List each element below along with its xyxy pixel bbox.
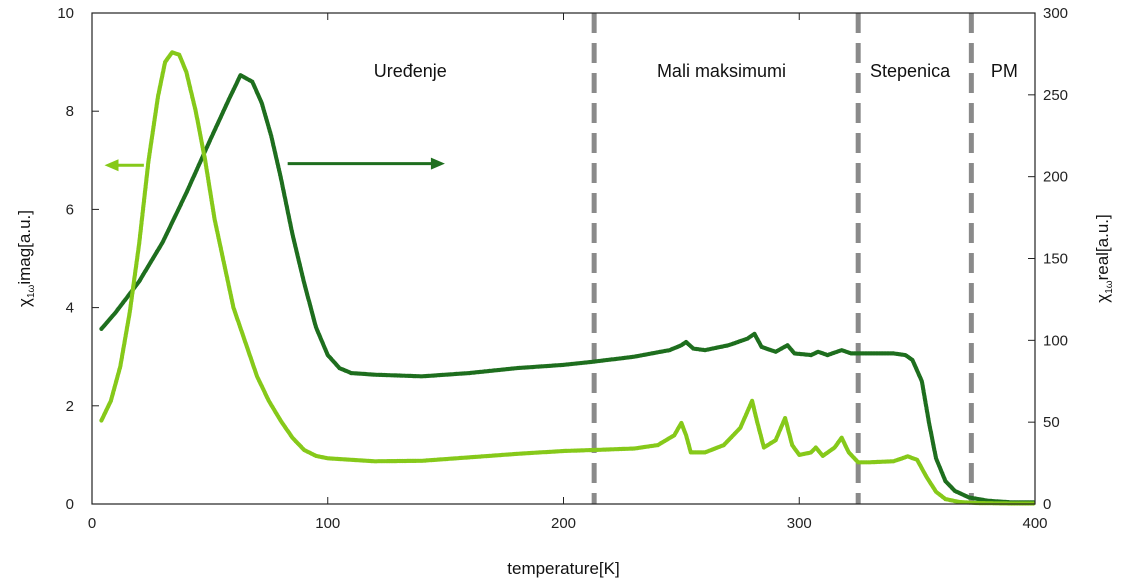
y-right-tick-label-0: 0 — [1043, 496, 1051, 513]
x-tick-label-100: 100 — [315, 515, 340, 532]
y-left-chi: χ — [15, 298, 34, 307]
x-axis-title: temperature[K] — [507, 559, 619, 578]
y-left-tick-label-4: 4 — [66, 300, 74, 317]
region-label-1: Mali maksimumi — [657, 61, 786, 81]
y-right-tick-label-200: 200 — [1043, 169, 1068, 186]
arrow-real-head — [431, 158, 445, 170]
x-tick-label-400: 400 — [1022, 515, 1047, 532]
x-tick-label-300: 300 — [787, 515, 812, 532]
series-imag — [99, 50, 1035, 505]
y-right-rest: real[a.u.] — [1093, 214, 1112, 280]
y-right-tick-label-100: 100 — [1043, 332, 1068, 349]
y-right-tick-label-50: 50 — [1043, 414, 1060, 431]
y-right-sub: 1ω — [1104, 280, 1115, 294]
series-real — [99, 73, 1035, 504]
x-tick-label-0: 0 — [88, 515, 96, 532]
y-right-tick-label-150: 150 — [1043, 251, 1068, 268]
y-left-tick-label-0: 0 — [66, 496, 74, 513]
y-left-tick-label-10: 10 — [57, 5, 74, 22]
arrow-imag-head — [105, 159, 119, 171]
region-label-3: PM — [991, 61, 1018, 81]
y-right-chi: χ — [1093, 294, 1112, 303]
y-left-rest: imag[a.u.] — [15, 210, 34, 285]
y-left-tick-label-6: 6 — [66, 201, 74, 218]
region-label-2: Stepenica — [870, 61, 951, 81]
regions-layer: Uređenje Mali maksimumi Stepenica PM — [374, 13, 1018, 504]
series-layer — [99, 50, 1035, 505]
y-left-tick-label-8: 8 — [66, 103, 74, 120]
y-left-tick-label-2: 2 — [66, 398, 74, 415]
y-right-tick-label-300: 300 — [1043, 5, 1068, 22]
y-axis-right-title: χ1ωreal[a.u.] — [1093, 214, 1115, 302]
y-right-tick-label-250: 250 — [1043, 87, 1068, 104]
y-left-sub: 1ω — [26, 284, 37, 298]
x-tick-label-200: 200 — [551, 515, 576, 532]
region-label-0: Uređenje — [374, 61, 447, 81]
y-axis-left-title: χ1ωimag[a.u.] — [15, 210, 37, 307]
